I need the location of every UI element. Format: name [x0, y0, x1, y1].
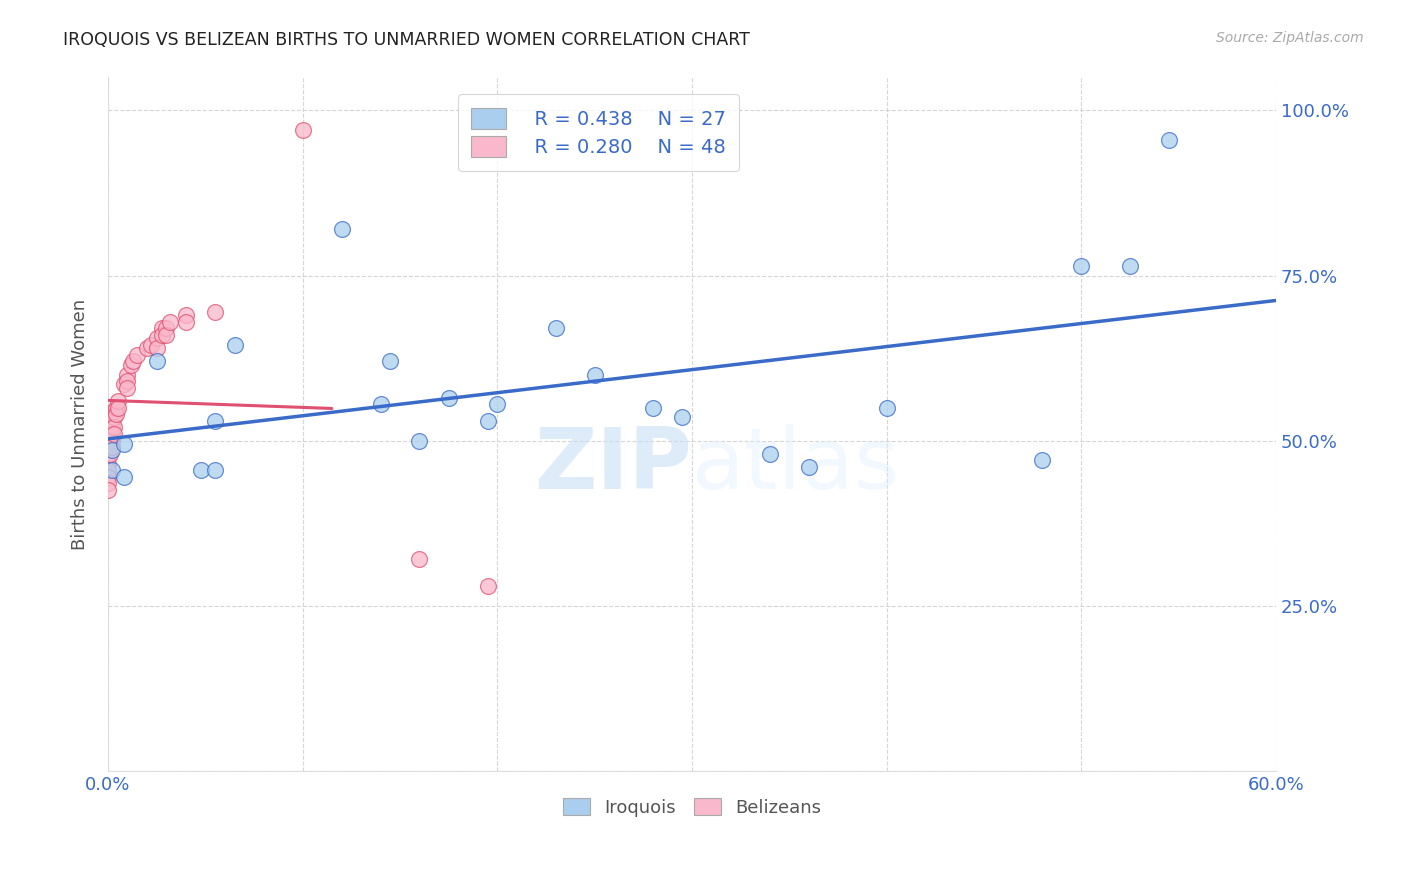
Point — [101, 443, 124, 458]
Point — [486, 397, 509, 411]
Point — [103, 427, 125, 442]
Point — [224, 338, 246, 352]
Point — [370, 397, 392, 411]
Point — [107, 401, 129, 415]
Point — [101, 440, 124, 454]
Point — [117, 381, 139, 395]
Point — [117, 368, 139, 382]
Point — [97, 483, 120, 497]
Point — [97, 470, 120, 484]
Point — [120, 358, 142, 372]
Point — [103, 404, 125, 418]
Point — [97, 457, 120, 471]
Point — [583, 368, 606, 382]
Point — [98, 434, 121, 448]
Point — [101, 434, 124, 448]
Point — [98, 420, 121, 434]
Point — [97, 463, 120, 477]
Point — [477, 414, 499, 428]
Point — [135, 341, 157, 355]
Point — [380, 354, 402, 368]
Point — [797, 460, 820, 475]
Y-axis label: Births to Unmarried Women: Births to Unmarried Women — [72, 299, 89, 549]
Point — [145, 341, 167, 355]
Point — [97, 443, 120, 458]
Point — [190, 463, 212, 477]
Point — [122, 354, 145, 368]
Point — [112, 437, 135, 451]
Point — [145, 331, 167, 345]
Point — [101, 427, 124, 442]
Point — [876, 401, 898, 415]
Point — [103, 420, 125, 434]
Text: atlas: atlas — [692, 425, 900, 508]
Point — [1157, 133, 1180, 147]
Point — [477, 579, 499, 593]
Text: IROQUOIS VS BELIZEAN BIRTHS TO UNMARRIED WOMEN CORRELATION CHART: IROQUOIS VS BELIZEAN BIRTHS TO UNMARRIED… — [63, 31, 751, 49]
Point — [104, 407, 127, 421]
Point — [101, 420, 124, 434]
Point — [174, 308, 197, 322]
Point — [112, 470, 135, 484]
Point — [155, 327, 177, 342]
Point — [101, 410, 124, 425]
Point — [330, 222, 353, 236]
Point — [98, 440, 121, 454]
Text: Source: ZipAtlas.com: Source: ZipAtlas.com — [1216, 31, 1364, 45]
Point — [204, 305, 226, 319]
Point — [155, 321, 177, 335]
Point — [127, 348, 149, 362]
Text: ZIP: ZIP — [534, 425, 692, 508]
Point — [408, 552, 430, 566]
Point — [97, 450, 120, 464]
Point — [759, 447, 782, 461]
Point — [204, 414, 226, 428]
Point — [1070, 259, 1092, 273]
Point — [98, 447, 121, 461]
Point — [97, 476, 120, 491]
Point — [408, 434, 430, 448]
Point — [104, 401, 127, 415]
Point — [101, 463, 124, 477]
Point — [117, 374, 139, 388]
Point — [145, 354, 167, 368]
Point — [1031, 453, 1053, 467]
Point — [97, 437, 120, 451]
Point — [204, 463, 226, 477]
Point — [291, 123, 314, 137]
Point — [671, 410, 693, 425]
Point — [98, 427, 121, 442]
Point — [437, 391, 460, 405]
Point — [641, 401, 664, 415]
Point — [103, 410, 125, 425]
Legend: Iroquois, Belizeans: Iroquois, Belizeans — [555, 791, 828, 824]
Point — [139, 338, 162, 352]
Point — [1119, 259, 1142, 273]
Point — [152, 327, 174, 342]
Point — [152, 321, 174, 335]
Point — [174, 315, 197, 329]
Point — [107, 394, 129, 409]
Point — [159, 315, 181, 329]
Point — [544, 321, 567, 335]
Point — [112, 377, 135, 392]
